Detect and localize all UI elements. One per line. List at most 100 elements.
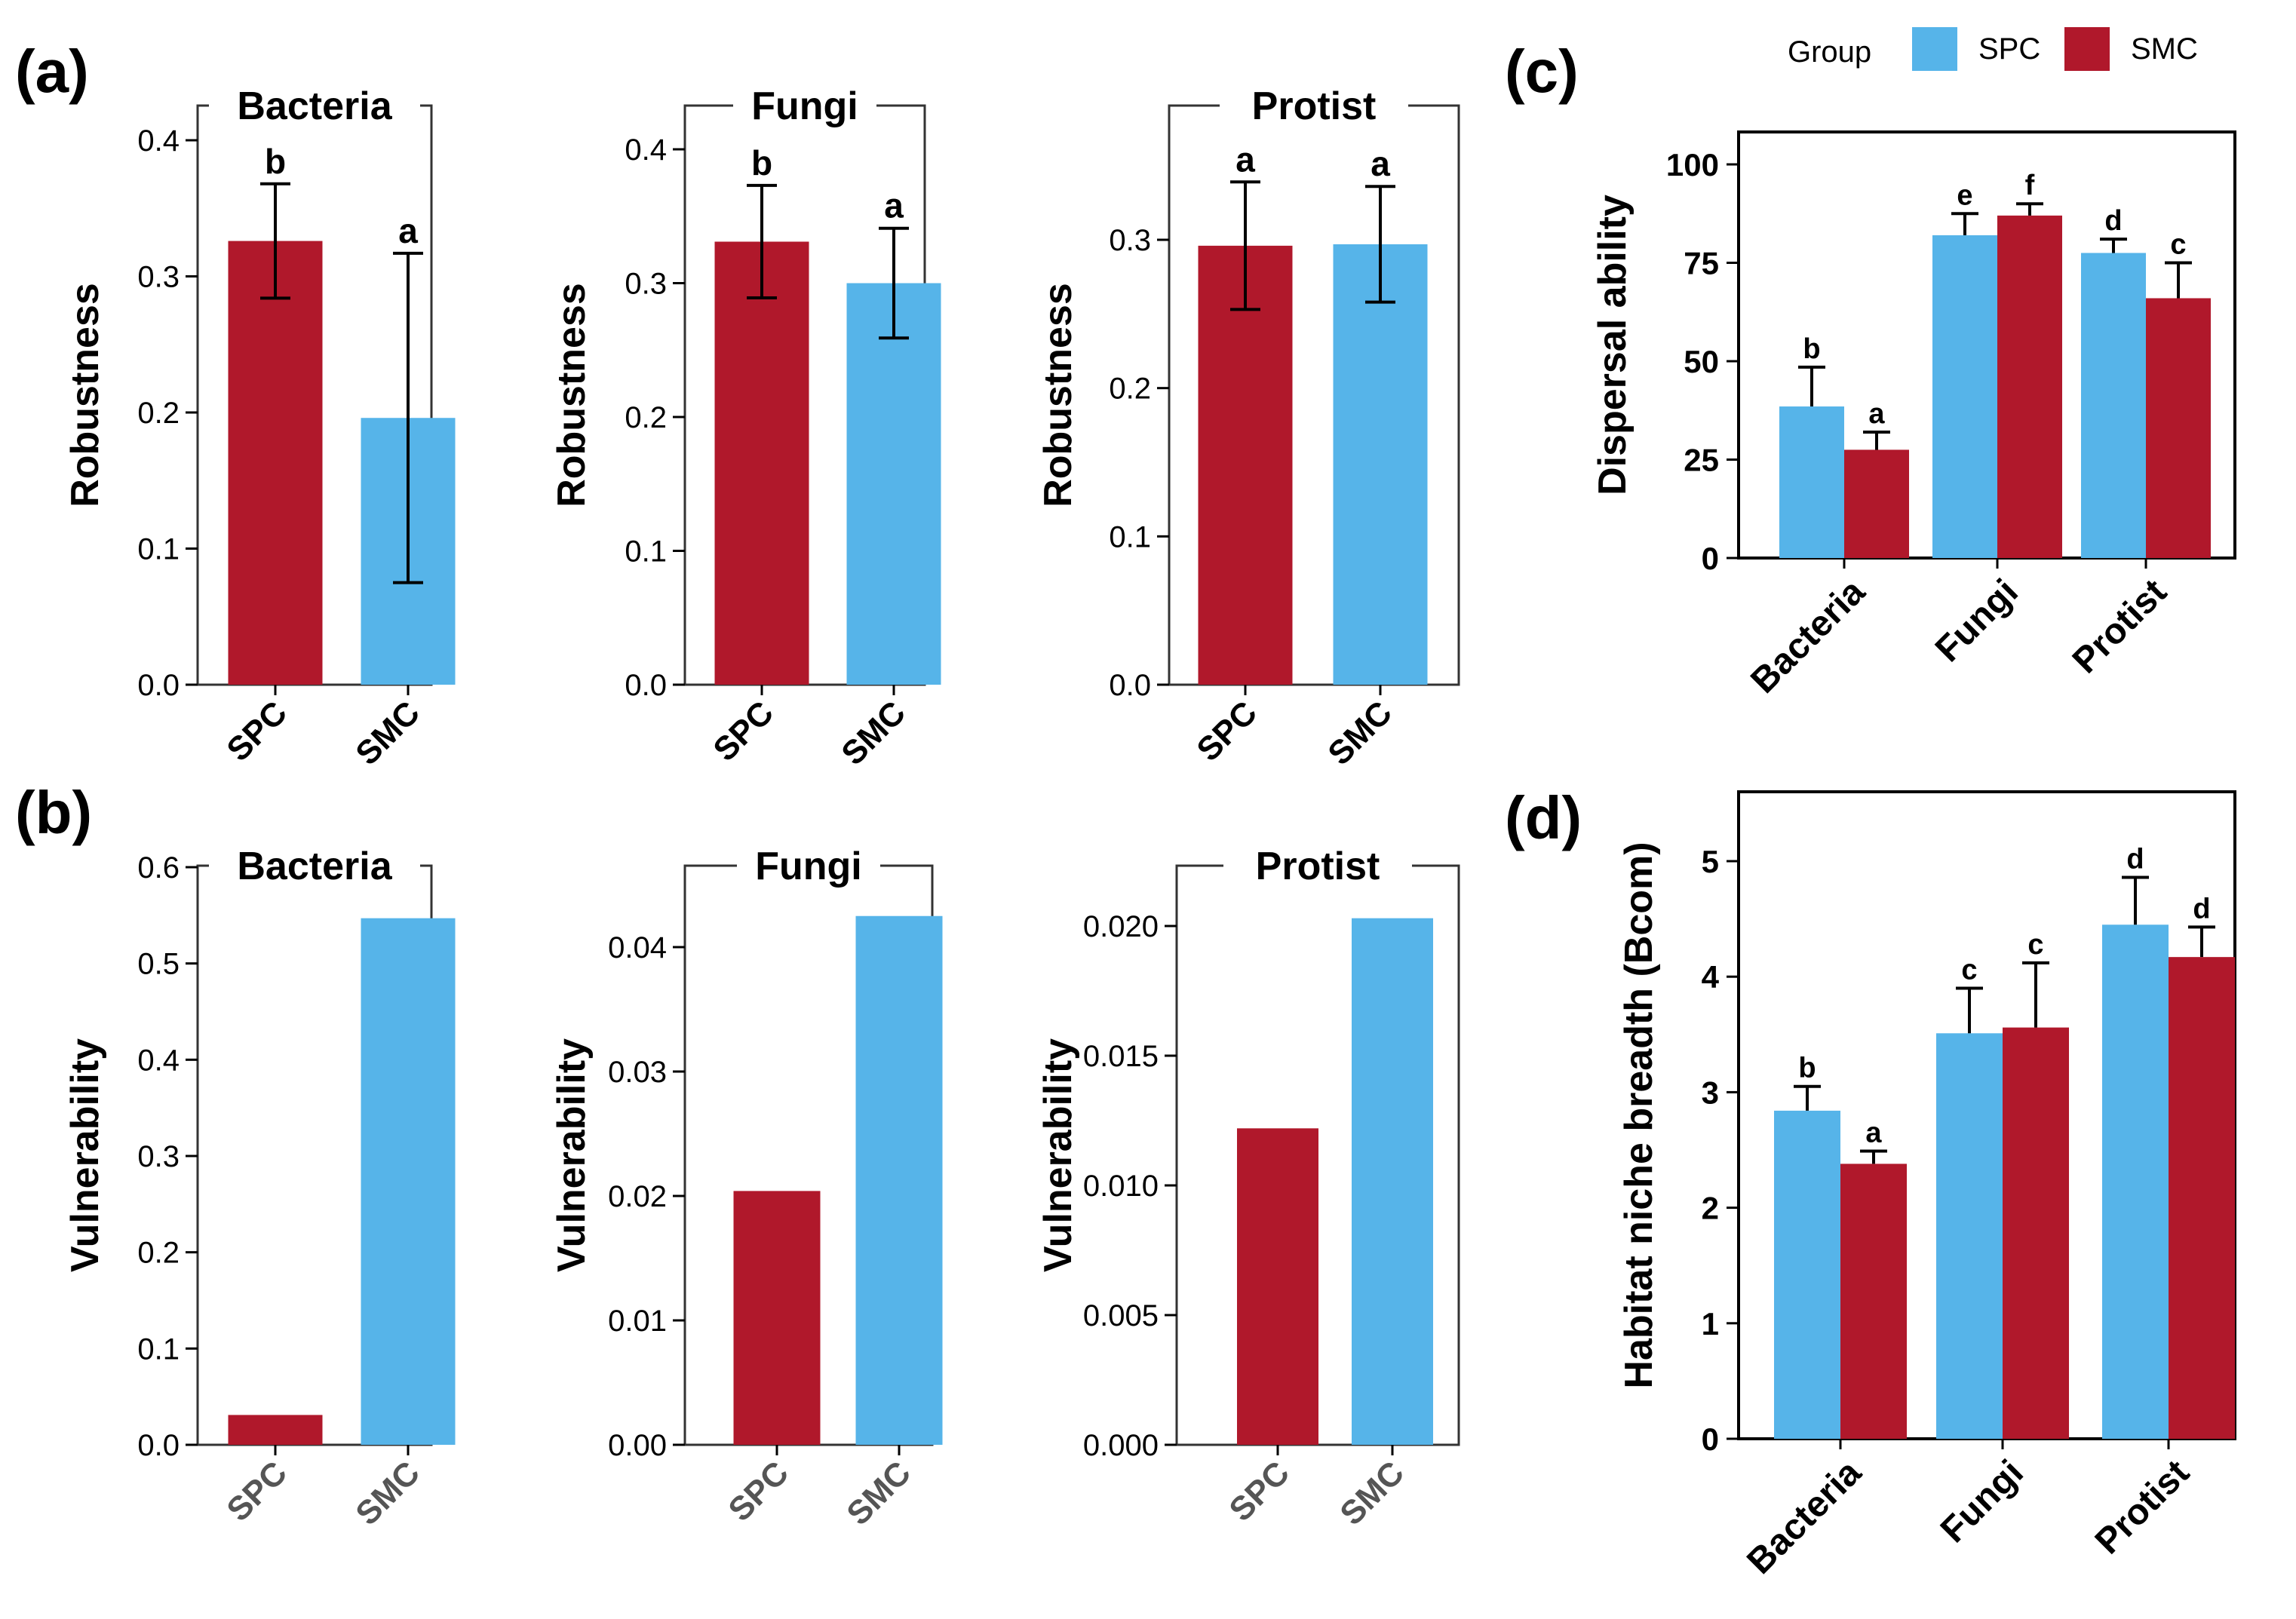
x-tick-label: SPC bbox=[1189, 694, 1264, 768]
significance-letter: a bbox=[1235, 140, 1255, 179]
bar-spc bbox=[228, 1415, 323, 1445]
panel-label-d: (d) bbox=[1505, 784, 1582, 851]
y-axis-title: Robustness bbox=[1036, 283, 1080, 507]
significance-letter: a bbox=[1371, 144, 1390, 183]
error-bar bbox=[1863, 430, 1890, 450]
bar-spc-fungi bbox=[1936, 1033, 2003, 1439]
y-tick-label: 0.1 bbox=[1109, 520, 1151, 553]
facet-a-fungi: Fungi 0.0 0.1 0.2 0.3 0.4 Robustness b SPC a SMC bbox=[550, 84, 941, 772]
y-tick-label: 0.015 bbox=[1083, 1040, 1159, 1073]
x-tick-label: SPC bbox=[721, 1454, 796, 1529]
x-tick-label: Bacteria bbox=[1743, 572, 1873, 701]
y-tick-label: 0.1 bbox=[137, 1332, 180, 1366]
legend-swatch-spc bbox=[1912, 27, 1957, 71]
y-tick-label: 50 bbox=[1684, 344, 1719, 379]
facet-title: Fungi bbox=[751, 84, 858, 128]
y-tick-label: 100 bbox=[1666, 147, 1719, 182]
bar-spc-protist bbox=[2081, 253, 2146, 558]
x-tick-label: Fungi bbox=[1928, 572, 2026, 670]
y-tick-label: 0 bbox=[1702, 541, 1719, 576]
significance-letter: c bbox=[1961, 955, 1977, 986]
significance-letter: c bbox=[2170, 229, 2186, 261]
error-bar bbox=[1230, 180, 1260, 311]
bar-spc bbox=[228, 241, 323, 685]
facet-title: Fungi bbox=[755, 845, 862, 888]
y-tick-label: 0.6 bbox=[137, 851, 180, 885]
error-bar bbox=[2100, 238, 2127, 253]
y-axis-title: Vulnerability bbox=[63, 1038, 107, 1272]
y-tick-label: 0.2 bbox=[137, 1237, 180, 1270]
x-tick-label: Protist bbox=[2088, 1452, 2197, 1562]
y-tick-label: 0.3 bbox=[625, 268, 667, 301]
y-tick-label: 0.0 bbox=[1109, 669, 1151, 702]
significance-letter: d bbox=[2126, 843, 2144, 875]
y-tick-label: 5 bbox=[1702, 844, 1719, 879]
error-bar bbox=[879, 226, 909, 340]
y-tick-label: 75 bbox=[1684, 246, 1719, 281]
y-tick-label: 0.4 bbox=[625, 133, 667, 167]
y-tick-label: 0 bbox=[1702, 1421, 1719, 1457]
facet-a-protist: Protist 0.0 0.1 0.2 0.3 Robustness a SPC a SMC bbox=[1036, 84, 1460, 772]
bar-smc-fungi bbox=[2003, 1027, 2069, 1439]
y-tick-label: 0.010 bbox=[1083, 1170, 1159, 1203]
facet-title: Protist bbox=[1256, 845, 1380, 888]
x-tick-label: SPC bbox=[219, 1454, 294, 1529]
y-tick-label: 2 bbox=[1702, 1191, 1719, 1226]
y-tick-label: 0.01 bbox=[608, 1305, 667, 1338]
y-tick-label: 0.4 bbox=[137, 1044, 180, 1077]
chart-c: 0 25 50 75 100 Dispersal ability b a Bacteria e f F… bbox=[1591, 130, 2236, 701]
y-tick-label: 3 bbox=[1702, 1075, 1719, 1110]
y-tick-label: 0.000 bbox=[1083, 1429, 1159, 1462]
bar-smc-bacteria bbox=[1840, 1164, 1907, 1439]
error-bar bbox=[2022, 961, 2049, 1028]
x-tick-label: Protist bbox=[2065, 572, 2175, 681]
chart-d: 0 1 2 3 4 5 Habitat niche breadth (Bcom) b a Bact… bbox=[1617, 790, 2236, 1582]
significance-letter: a bbox=[1868, 398, 1885, 430]
y-tick-label: 0.00 bbox=[608, 1429, 667, 1462]
significance-letter: e bbox=[1957, 179, 1972, 211]
facet-title: Protist bbox=[1252, 84, 1377, 128]
bar-spc-fungi bbox=[1932, 235, 1997, 558]
significance-letter: a bbox=[884, 186, 904, 225]
y-tick-label: 0.0 bbox=[625, 669, 667, 702]
significance-letter: d bbox=[2193, 893, 2210, 924]
y-tick-label: 0.02 bbox=[608, 1180, 667, 1213]
error-bar bbox=[1951, 212, 1978, 235]
y-tick-label: 0.0 bbox=[137, 669, 180, 702]
legend-label-spc: SPC bbox=[1978, 32, 2040, 66]
bar-smc bbox=[1333, 244, 1428, 685]
bar-spc-protist bbox=[2102, 924, 2169, 1439]
x-tick-label: SPC bbox=[1222, 1454, 1297, 1529]
error-bar bbox=[393, 251, 423, 584]
significance-letter: c bbox=[2027, 929, 2043, 961]
y-tick-label: 0.2 bbox=[625, 401, 667, 434]
error-bar bbox=[2188, 925, 2215, 958]
y-tick-label: 4 bbox=[1702, 959, 1720, 995]
x-tick-label: SMC bbox=[840, 1454, 918, 1532]
facet-a-bacteria: Bacteria 0.0 0.1 0.2 0.3 0.4 Robustness b SPC a SM… bbox=[63, 84, 456, 772]
significance-letter: a bbox=[398, 211, 418, 250]
y-tick-label: 0.2 bbox=[137, 397, 180, 430]
bar-spc bbox=[1198, 245, 1293, 685]
error-bar bbox=[747, 183, 777, 300]
error-bar bbox=[1794, 1084, 1821, 1111]
y-tick-label: 0.3 bbox=[137, 1140, 180, 1173]
significance-letter: b bbox=[1803, 333, 1820, 365]
bar-smc bbox=[361, 918, 456, 1445]
error-bar bbox=[2016, 202, 2043, 216]
y-axis-title: Habitat niche breadth (Bcom) bbox=[1617, 842, 1661, 1388]
facet-title: Bacteria bbox=[237, 84, 392, 128]
plot-frame bbox=[1737, 130, 2236, 560]
bar-spc-bacteria bbox=[1774, 1110, 1840, 1439]
legend-label-smc: SMC bbox=[2131, 32, 2198, 66]
bar-smc bbox=[1352, 918, 1433, 1445]
facet-b-bacteria: Bacteria 0.0 0.1 0.2 0.3 0.4 0.5 0.6 Vulnerabili… bbox=[63, 845, 456, 1532]
x-tick-label: SMC bbox=[834, 694, 913, 772]
panel-label-c: (c) bbox=[1505, 38, 1579, 105]
y-axis-title: Robustness bbox=[550, 283, 594, 507]
bar-spc bbox=[1237, 1128, 1318, 1445]
bar-smc-protist bbox=[2146, 298, 2211, 558]
legend-title: Group bbox=[1788, 35, 1871, 69]
x-tick-label: SMC bbox=[1333, 1454, 1411, 1532]
x-tick-label: SMC bbox=[348, 1454, 427, 1532]
